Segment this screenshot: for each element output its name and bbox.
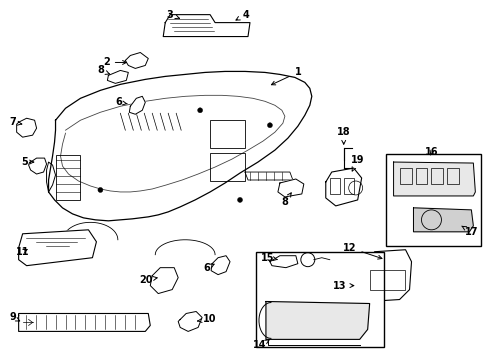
Text: 8: 8 xyxy=(281,193,291,207)
Text: 7: 7 xyxy=(9,117,22,127)
Text: 15: 15 xyxy=(261,253,277,263)
Bar xyxy=(255,252,383,347)
Polygon shape xyxy=(163,15,249,37)
Polygon shape xyxy=(269,256,297,268)
Polygon shape xyxy=(48,71,311,221)
Polygon shape xyxy=(277,179,303,197)
Polygon shape xyxy=(19,230,96,266)
Bar xyxy=(56,155,81,200)
Text: 10: 10 xyxy=(197,314,216,324)
Text: 8: 8 xyxy=(97,66,109,76)
Bar xyxy=(385,154,480,246)
Polygon shape xyxy=(107,71,128,84)
Polygon shape xyxy=(325,168,361,206)
Polygon shape xyxy=(363,250,411,302)
Polygon shape xyxy=(150,268,178,293)
Polygon shape xyxy=(29,158,46,174)
Bar xyxy=(415,168,427,184)
Bar xyxy=(329,178,339,194)
Text: 6: 6 xyxy=(203,263,214,273)
Polygon shape xyxy=(178,311,202,332)
Bar xyxy=(210,153,244,181)
Bar xyxy=(210,120,244,148)
Text: 18: 18 xyxy=(336,127,350,144)
Bar xyxy=(430,168,443,184)
Polygon shape xyxy=(393,162,474,196)
Bar xyxy=(447,168,458,184)
Text: 6: 6 xyxy=(115,97,127,107)
Bar xyxy=(343,178,353,194)
Text: 13: 13 xyxy=(332,280,353,291)
Text: 20: 20 xyxy=(139,275,157,285)
Text: 9: 9 xyxy=(9,312,20,323)
Circle shape xyxy=(267,123,272,128)
Text: 14: 14 xyxy=(253,339,269,350)
Bar xyxy=(369,270,404,289)
Polygon shape xyxy=(413,208,472,232)
Text: 11: 11 xyxy=(16,247,29,257)
Text: 3: 3 xyxy=(166,10,179,20)
Text: 1: 1 xyxy=(271,67,301,85)
Text: 2: 2 xyxy=(103,58,126,67)
Text: 16: 16 xyxy=(424,147,437,157)
Text: 4: 4 xyxy=(236,10,249,20)
Circle shape xyxy=(237,197,242,202)
Polygon shape xyxy=(129,96,145,114)
Polygon shape xyxy=(17,118,37,137)
Polygon shape xyxy=(349,276,371,298)
Text: 5: 5 xyxy=(21,157,34,167)
Polygon shape xyxy=(19,314,150,332)
Circle shape xyxy=(197,108,202,113)
Polygon shape xyxy=(211,256,229,275)
Polygon shape xyxy=(265,302,369,339)
Bar xyxy=(399,168,411,184)
Text: 19: 19 xyxy=(350,155,364,171)
Polygon shape xyxy=(125,53,148,68)
Circle shape xyxy=(98,188,102,193)
Text: 12: 12 xyxy=(342,243,381,259)
Text: 17: 17 xyxy=(461,226,477,237)
